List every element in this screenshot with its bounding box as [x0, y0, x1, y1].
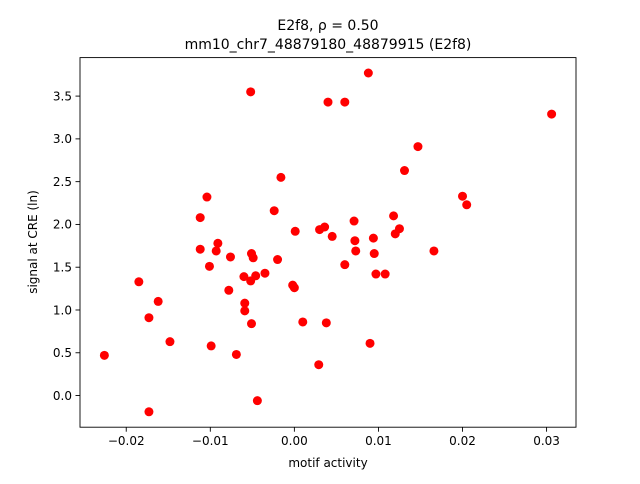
- y-tick-label: 3.0: [53, 132, 72, 146]
- data-point: [289, 283, 299, 293]
- x-tick-label: 0.03: [533, 434, 560, 448]
- data-point: [320, 222, 330, 232]
- data-point: [225, 252, 235, 262]
- x-axis-label: motif activity: [288, 456, 367, 470]
- data-point: [458, 191, 468, 201]
- data-point: [251, 271, 261, 281]
- y-tick-label: 0.0: [53, 389, 72, 403]
- data-point: [269, 206, 279, 216]
- x-tick-label: −0.02: [108, 434, 145, 448]
- data-point: [547, 109, 557, 119]
- data-point: [400, 166, 409, 176]
- x-tick-label: 0.02: [449, 434, 476, 448]
- y-tick-label: 0.5: [53, 346, 72, 360]
- chart-title-line1: E2f8, ρ = 0.50: [277, 18, 378, 34]
- data-point: [369, 249, 379, 259]
- x-axis-ticks: −0.02 −0.01 0.00 0.01 0.02 0.03: [108, 427, 560, 448]
- data-point: [260, 268, 270, 278]
- data-point: [144, 407, 154, 417]
- chart-title-line2: mm10_chr7_48879180_48879915 (E2f8): [185, 37, 472, 53]
- x-tick-label: 0.01: [365, 434, 392, 448]
- data-point: [429, 246, 439, 256]
- data-point: [327, 231, 337, 241]
- data-point: [380, 269, 390, 279]
- data-point: [195, 213, 205, 223]
- data-point: [231, 349, 241, 359]
- data-point: [321, 318, 331, 328]
- data-point: [252, 396, 262, 406]
- y-axis-ticks: 0.0 0.5 1.0 1.5 2.0 2.5 3.0 3.5: [53, 89, 80, 403]
- data-point: [204, 261, 214, 271]
- data-point: [340, 97, 350, 107]
- data-point: [273, 255, 283, 265]
- data-point: [240, 306, 250, 316]
- data-point: [224, 285, 234, 295]
- data-point: [462, 200, 472, 210]
- data-point: [165, 337, 175, 347]
- y-tick-label: 2.5: [53, 175, 72, 189]
- data-point: [240, 298, 250, 308]
- data-point: [195, 244, 205, 254]
- data-point: [247, 319, 256, 329]
- data-point: [413, 142, 423, 152]
- data-point: [368, 233, 378, 243]
- data-point: [350, 236, 360, 246]
- data-point: [389, 211, 399, 221]
- data-point: [206, 341, 216, 351]
- data-point: [144, 313, 154, 323]
- y-tick-label: 1.5: [53, 261, 72, 275]
- data-point: [276, 172, 286, 182]
- x-tick-label: −0.01: [192, 434, 229, 448]
- data-point: [248, 253, 258, 263]
- data-point: [394, 224, 404, 234]
- y-tick-label: 1.0: [53, 303, 72, 317]
- points-layer: [99, 68, 557, 417]
- data-point: [239, 272, 249, 282]
- data-point: [363, 68, 373, 78]
- data-point: [211, 246, 221, 256]
- y-tick-label: 3.5: [53, 89, 72, 103]
- data-point: [153, 296, 163, 306]
- data-point: [365, 338, 375, 348]
- x-tick-label: 0.00: [281, 434, 308, 448]
- data-point: [99, 350, 109, 360]
- data-point: [298, 317, 308, 327]
- data-point: [213, 238, 223, 248]
- data-point: [290, 226, 300, 236]
- data-point: [351, 246, 361, 256]
- data-point: [314, 360, 324, 370]
- data-point: [202, 192, 212, 202]
- data-point: [134, 277, 144, 287]
- y-axis-label: signal at CRE (ln): [26, 190, 40, 294]
- data-point: [340, 260, 350, 270]
- data-point: [349, 216, 359, 226]
- plot-frame: [79, 57, 577, 428]
- data-point: [323, 97, 333, 107]
- data-point: [246, 87, 256, 97]
- data-point: [371, 269, 381, 279]
- y-tick-label: 2.0: [53, 218, 72, 232]
